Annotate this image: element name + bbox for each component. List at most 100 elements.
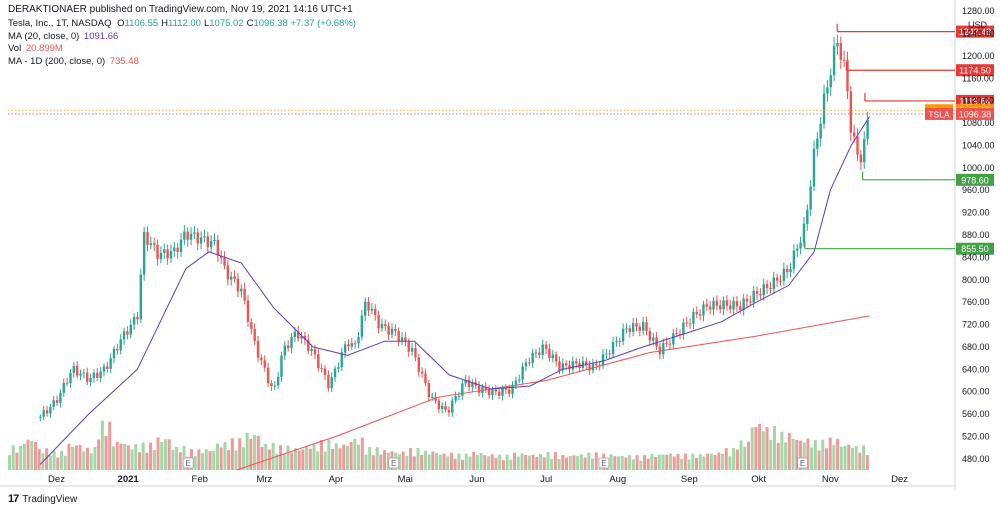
volume-bar — [609, 454, 613, 470]
volume-bar — [832, 444, 836, 470]
candle-body — [246, 300, 250, 323]
volume-bar — [657, 454, 661, 470]
level-tag-bg — [956, 242, 994, 255]
vol-label: Vol — [8, 43, 22, 54]
time-axis[interactable]: Dez 2021 Feb Mrz Apr Mai Jun Jul Aug Sep Okt Nov Dez — [48, 474, 908, 485]
volume-bar — [201, 453, 205, 470]
volume-bar — [839, 446, 843, 470]
candle-body — [769, 287, 772, 290]
candle-body — [725, 300, 729, 306]
candle-body — [86, 372, 89, 383]
volume-bar — [539, 453, 543, 470]
volume-bar — [30, 440, 34, 470]
level-tag-label: 855.50 — [961, 244, 989, 254]
volume-bar — [360, 437, 364, 470]
earnings-marker — [797, 457, 808, 469]
volume-bar — [817, 450, 821, 470]
candle-body — [313, 348, 317, 355]
candle-body — [575, 361, 578, 364]
volume-bar — [772, 426, 776, 470]
volume-bar — [412, 456, 416, 470]
volume-bar — [843, 445, 847, 470]
candle-body — [695, 312, 698, 315]
volume-bar — [193, 455, 197, 470]
candle-body — [538, 352, 541, 355]
candle-body — [712, 300, 715, 310]
candle-body — [179, 239, 183, 252]
volume-pane — [8, 420, 869, 470]
candle-body — [333, 368, 337, 378]
y-tick-1120: 1120.00 — [962, 96, 994, 106]
volume-bar — [175, 446, 179, 470]
candle-body — [866, 119, 869, 139]
candle-body — [477, 385, 481, 393]
candle-body — [842, 59, 846, 61]
volume-bar — [665, 454, 669, 470]
candle-body — [739, 306, 742, 311]
candle-body — [534, 352, 538, 354]
candle-body — [621, 328, 625, 342]
volume-bar — [78, 444, 82, 470]
candle-body — [360, 315, 364, 337]
volume-bar — [316, 451, 320, 470]
volume-bar — [624, 457, 628, 470]
volume-bar — [639, 460, 643, 470]
y-tick-960: 960.00 — [962, 185, 990, 195]
volume-bar — [854, 445, 858, 470]
candle-body — [119, 339, 122, 351]
candle-body — [256, 341, 260, 358]
volume-bar — [104, 436, 108, 470]
volume-bar — [743, 446, 747, 470]
candle-body — [802, 223, 806, 243]
x-tick-2021: 2021 — [118, 474, 140, 485]
volume-bar — [527, 455, 531, 470]
volume-bar — [709, 453, 713, 470]
candle-body — [290, 337, 293, 349]
candle-body — [595, 363, 598, 366]
candle-body — [611, 342, 615, 355]
candle-body — [822, 93, 826, 124]
candle-body — [330, 377, 333, 389]
volume-bar — [97, 439, 101, 470]
ma20-value: 1091.66 — [83, 30, 119, 42]
volume-bar — [130, 449, 134, 470]
volume-bar — [776, 442, 780, 470]
candle-body — [196, 232, 199, 244]
candle-body — [618, 341, 621, 343]
earnings-marker — [388, 457, 400, 469]
candle-body — [785, 268, 789, 273]
volume-bar — [423, 450, 427, 470]
candle-body — [427, 382, 431, 398]
candle-body — [655, 337, 658, 347]
candle-body — [531, 352, 534, 364]
candle-body — [775, 277, 779, 281]
candle-body — [300, 336, 303, 339]
candle-body — [497, 391, 501, 396]
candle-body — [508, 389, 511, 394]
volume-bar — [579, 454, 583, 470]
candle-body — [765, 284, 769, 288]
publish-line: DERAKTIONAER published on TradingView.co… — [8, 4, 353, 15]
ohlc-l: L1075.02 — [203, 18, 244, 29]
change-value: +7.37 (+0.68%) — [290, 18, 356, 29]
price-axis[interactable]: USD 1280.00 1240.00 1200.00 1160.00 1120.00 10… — [962, 6, 995, 464]
x-tick-Sep: Sep — [681, 474, 698, 485]
candle-body — [199, 237, 203, 244]
candle-body — [263, 360, 266, 368]
candle-body — [380, 324, 384, 329]
candle-body — [280, 355, 283, 377]
candle-body — [347, 344, 350, 347]
candle-body — [799, 242, 802, 249]
candle-body — [685, 322, 688, 324]
volume-bar — [45, 448, 49, 470]
volume-bar — [509, 459, 513, 470]
volume-bar — [798, 440, 802, 470]
candle-body — [826, 87, 829, 94]
candle-body — [541, 344, 544, 355]
candle-body — [544, 344, 548, 349]
volume-bar — [108, 421, 112, 470]
candle-body — [55, 400, 59, 403]
volume-bar — [483, 455, 487, 470]
volume-bar — [323, 451, 327, 470]
